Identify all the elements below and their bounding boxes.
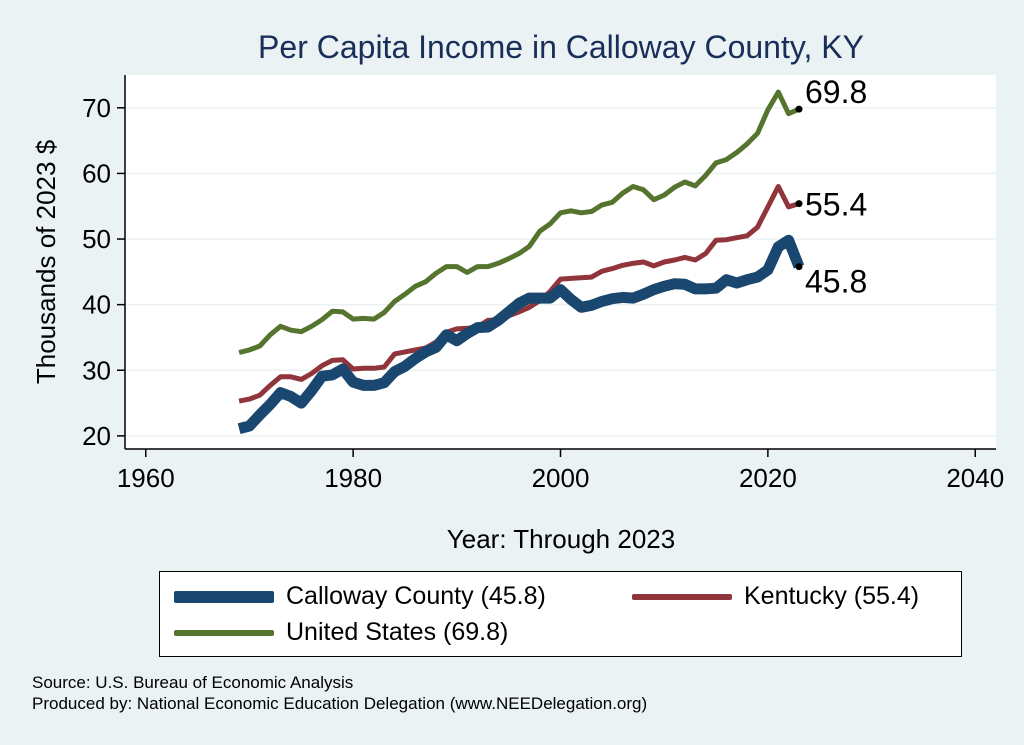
legend: Calloway County (45.8) Kentucky (55.4) U… <box>159 571 962 657</box>
legend-label-kentucky: Kentucky (55.4) <box>744 582 920 610</box>
end-label-calloway-county: 45.8 <box>805 264 867 300</box>
series-group <box>237 89 805 435</box>
source-note: Source: U.S. Bureau of Economic Analysis… <box>32 672 647 714</box>
grid <box>125 107 996 437</box>
legend-swatch-calloway <box>174 590 274 603</box>
y-tick-label: 20 <box>82 421 111 451</box>
x-tick-label: 2000 <box>532 463 590 493</box>
legend-item-united-states: United States (69.8) <box>174 618 508 647</box>
producer-line: Produced by: National Economic Education… <box>32 694 648 713</box>
legend-swatch-kentucky <box>632 593 732 600</box>
y-tick-label: 40 <box>82 290 111 320</box>
x-tick-label: 1960 <box>117 463 175 493</box>
axes: 20 30 40 50 60 70 1960 1980 2000 2020 2040 <box>82 75 1004 493</box>
y-tick-label: 70 <box>82 93 111 123</box>
y-tick-label: 30 <box>82 355 111 385</box>
series-line-united-states <box>238 89 801 355</box>
legend-item-kentucky: Kentucky (55.4) <box>632 582 919 611</box>
legend-item-calloway: Calloway County (45.8) <box>174 582 546 611</box>
x-tick-label: 1980 <box>324 463 382 493</box>
x-tick-label: 2040 <box>946 463 1004 493</box>
legend-label-calloway: Calloway County (45.8) <box>286 582 546 610</box>
end-label-kentucky: 55.4 <box>805 187 867 223</box>
legend-swatch-united-states <box>174 629 274 636</box>
series-line-calloway-county <box>237 234 805 435</box>
y-tick-label: 60 <box>82 158 111 188</box>
legend-label-united-states: United States (69.8) <box>286 618 509 646</box>
y-tick-label: 50 <box>82 224 111 254</box>
end-marker-kentucky <box>795 200 803 208</box>
x-axis-title: Year: Through 2023 <box>447 524 675 554</box>
plot-area <box>125 75 996 449</box>
end-labels: 45.8 55.4 69.8 <box>795 74 867 300</box>
end-marker-calloway-county <box>795 263 803 271</box>
series-line-kentucky <box>238 184 800 404</box>
end-label-united-states: 69.8 <box>805 74 867 110</box>
chart-title: Per Capita Income in Calloway County, KY <box>258 29 864 65</box>
y-axis-title: Thousands of 2023 $ <box>31 139 61 384</box>
source-line: Source: U.S. Bureau of Economic Analysis <box>32 673 354 692</box>
x-tick-label: 2020 <box>739 463 797 493</box>
end-marker-united-states <box>795 105 803 113</box>
